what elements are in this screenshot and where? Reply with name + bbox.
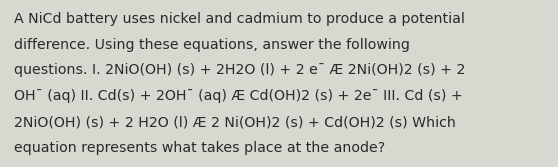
Text: questions. I. 2NiO(OH) (s) + 2H2O (l) + 2 e¯ Æ 2Ni(OH)2 (s) + 2: questions. I. 2NiO(OH) (s) + 2H2O (l) + …	[14, 63, 465, 77]
Text: equation represents what takes place at the anode?: equation represents what takes place at …	[14, 141, 385, 155]
Text: OH¯ (aq) II. Cd(s) + 2OH¯ (aq) Æ Cd(OH)2 (s) + 2e¯ III. Cd (s) +: OH¯ (aq) II. Cd(s) + 2OH¯ (aq) Æ Cd(OH)2…	[14, 89, 463, 103]
Text: 2NiO(OH) (s) + 2 H2O (l) Æ 2 Ni(OH)2 (s) + Cd(OH)2 (s) Which: 2NiO(OH) (s) + 2 H2O (l) Æ 2 Ni(OH)2 (s)…	[14, 115, 456, 129]
Text: A NiCd battery uses nickel and cadmium to produce a potential: A NiCd battery uses nickel and cadmium t…	[14, 12, 465, 26]
Text: difference. Using these equations, answer the following: difference. Using these equations, answe…	[14, 38, 410, 52]
